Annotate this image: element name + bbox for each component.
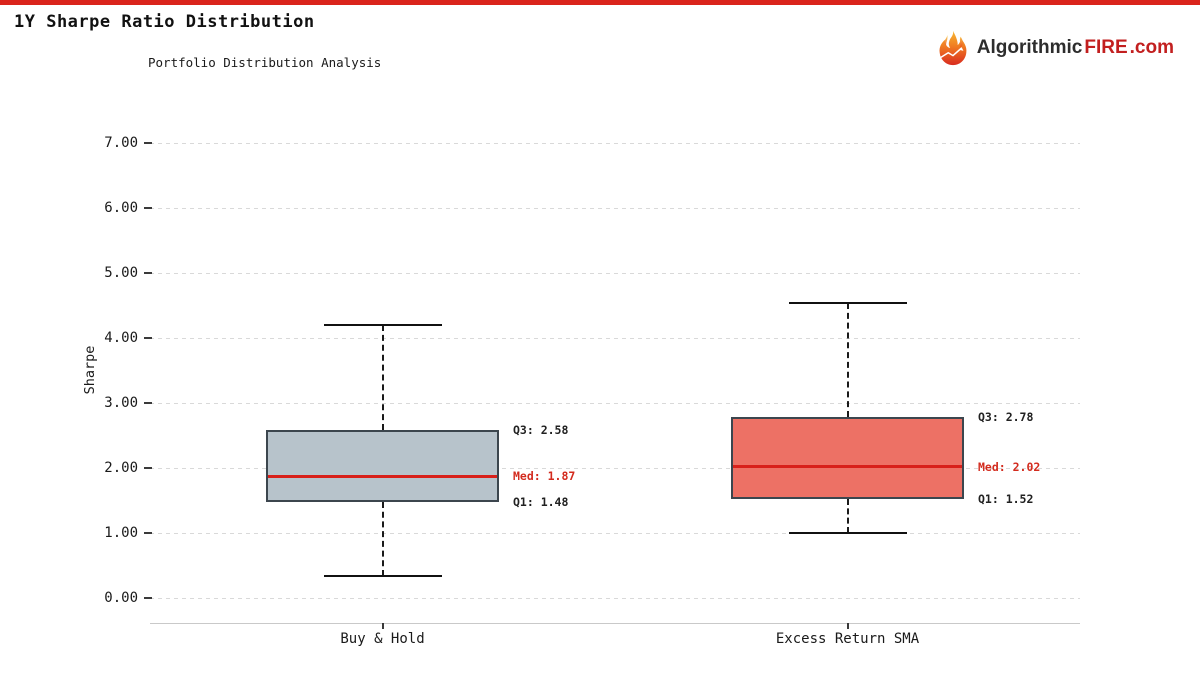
y-tick-label: 3.00 (104, 395, 138, 411)
brand-prefix: Algorithmic (976, 37, 1083, 58)
brand-suffix: .com (1129, 37, 1174, 58)
y-tick-mark (144, 207, 152, 209)
y-tick-label: 1.00 (104, 525, 138, 541)
annotation-median: Med: 1.87 (513, 469, 576, 484)
upper-whisker-cap (788, 301, 907, 304)
y-axis-label: Sharpe (82, 345, 98, 395)
y-tick-mark (144, 272, 152, 274)
chart-subtitle: Portfolio Distribution Analysis (148, 55, 382, 70)
y-tick-label: 6.00 (104, 200, 138, 216)
lower-whisker-cap (323, 574, 442, 577)
y-tick-mark (144, 337, 152, 339)
y-tick-mark (144, 597, 152, 599)
y-tick-label: 5.00 (104, 265, 138, 281)
y-tick-label: 2.00 (104, 460, 138, 476)
y-gridline (150, 208, 1080, 209)
brand-logo: Algorithmic FIRE .com (934, 28, 1174, 68)
flame-icon (939, 30, 967, 66)
y-gridline (150, 338, 1080, 339)
x-tick-mark (381, 623, 384, 629)
x-tick-label: Excess Return SMA (775, 631, 920, 647)
y-tick-label: 0.00 (104, 590, 138, 606)
lower-whisker-line (846, 499, 849, 533)
lower-whisker-cap (788, 532, 907, 534)
y-tick-label: 7.00 (104, 135, 138, 151)
y-gridline (150, 468, 1080, 469)
annotation-q1: Q1: 1.48 (513, 494, 569, 509)
median-line (268, 474, 497, 478)
x-tick-mark (846, 623, 849, 629)
box-iqr (731, 417, 964, 500)
top-accent-bar (0, 0, 1200, 5)
y-tick-mark (144, 142, 152, 144)
y-tick-mark (144, 402, 152, 404)
median-line (733, 465, 962, 469)
y-gridline (150, 273, 1080, 274)
brand-highlight: FIRE (1084, 37, 1128, 58)
annotation-q1: Q1: 1.52 (978, 492, 1034, 507)
upper-whisker-line (381, 325, 384, 431)
annotation-q3: Q3: 2.78 (978, 410, 1034, 425)
y-gridline (150, 143, 1080, 144)
y-gridline (150, 598, 1080, 599)
upper-whisker-cap (323, 324, 442, 326)
annotation-median: Med: 2.02 (978, 459, 1041, 474)
box-iqr (266, 430, 499, 502)
y-tick-mark (144, 467, 152, 469)
page-title: 1Y Sharpe Ratio Distribution (14, 12, 315, 32)
y-gridline (150, 533, 1080, 534)
y-tick-label: 4.00 (104, 330, 138, 346)
annotation-q3: Q3: 2.58 (513, 423, 569, 438)
lower-whisker-line (381, 501, 384, 576)
x-axis-line (150, 623, 1080, 624)
y-gridline (150, 403, 1080, 404)
upper-whisker-line (846, 302, 849, 418)
x-tick-label: Buy & Hold (340, 631, 425, 647)
y-tick-mark (144, 532, 152, 534)
